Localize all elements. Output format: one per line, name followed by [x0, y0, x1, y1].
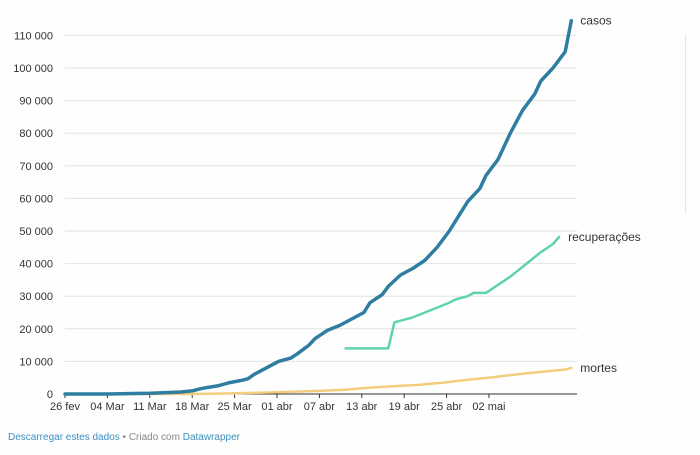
footer-separator: •	[122, 432, 127, 443]
y-tick-label: 60 000	[19, 193, 53, 205]
series-label-1: recuperações	[568, 230, 641, 244]
y-tick-label: 20 000	[19, 324, 53, 336]
y-tick-label: 10 000	[19, 356, 53, 368]
series-labels: mortes recuperações casos	[568, 14, 641, 375]
y-tick-label: 30 000	[19, 291, 53, 303]
series-line-2	[63, 366, 573, 396]
chart-footer: Descarregar estes dados • Criado com Dat…	[8, 432, 240, 443]
x-tick-label: 13 abr	[346, 401, 378, 413]
series-line-1	[344, 235, 561, 350]
x-tick-label: 02 mai	[472, 401, 505, 413]
x-tick-label: 04 Mar	[90, 401, 125, 413]
side-divider	[685, 34, 686, 214]
y-tick-label: 0	[47, 389, 53, 401]
y-tick-label: 90 000	[19, 96, 53, 108]
y-tick-label: 40 000	[19, 259, 53, 271]
grid-lines	[65, 34, 577, 362]
y-tick-label: 110 000	[14, 30, 53, 42]
datawrapper-link[interactable]: Datawrapper	[182, 432, 240, 443]
download-data-link[interactable]: Descarregar estes dados	[8, 432, 120, 443]
y-tick-label: 70 000	[19, 161, 53, 173]
series-label-0: casos	[580, 14, 611, 28]
x-tick-label: 25 Mar	[217, 401, 252, 413]
created-with-text: Criado com	[128, 432, 180, 443]
x-tick-label: 07 abr	[304, 401, 336, 413]
series-lines	[63, 18, 574, 396]
x-axis: 26 fev 04 Mar 11 Mar 18 Mar 25 Mar 01 abr 07 a…	[50, 393, 577, 413]
y-axis-tick-labels: 0 10 000 20 000 30 000 40 000 50 000 60 000 70 …	[13, 30, 53, 401]
x-tick-label: 18 Mar	[175, 401, 210, 413]
x-tick-label: 25 abr	[431, 401, 463, 413]
series-label-2: mortes	[580, 361, 617, 375]
x-tick-label: 01 abr	[261, 401, 293, 413]
y-tick-label: 80 000	[19, 128, 53, 140]
line-chart: 0 10 000 20 000 30 000 40 000 50 000 60 000 70 …	[13, 14, 641, 413]
x-tick-label: 26 fev	[50, 401, 80, 413]
series-line-0	[63, 18, 574, 396]
x-tick-label: 19 abr	[389, 401, 421, 413]
x-tick-label: 11 Mar	[133, 401, 167, 413]
y-tick-label: 50 000	[19, 226, 53, 238]
y-tick-label: 100 000	[13, 63, 53, 75]
